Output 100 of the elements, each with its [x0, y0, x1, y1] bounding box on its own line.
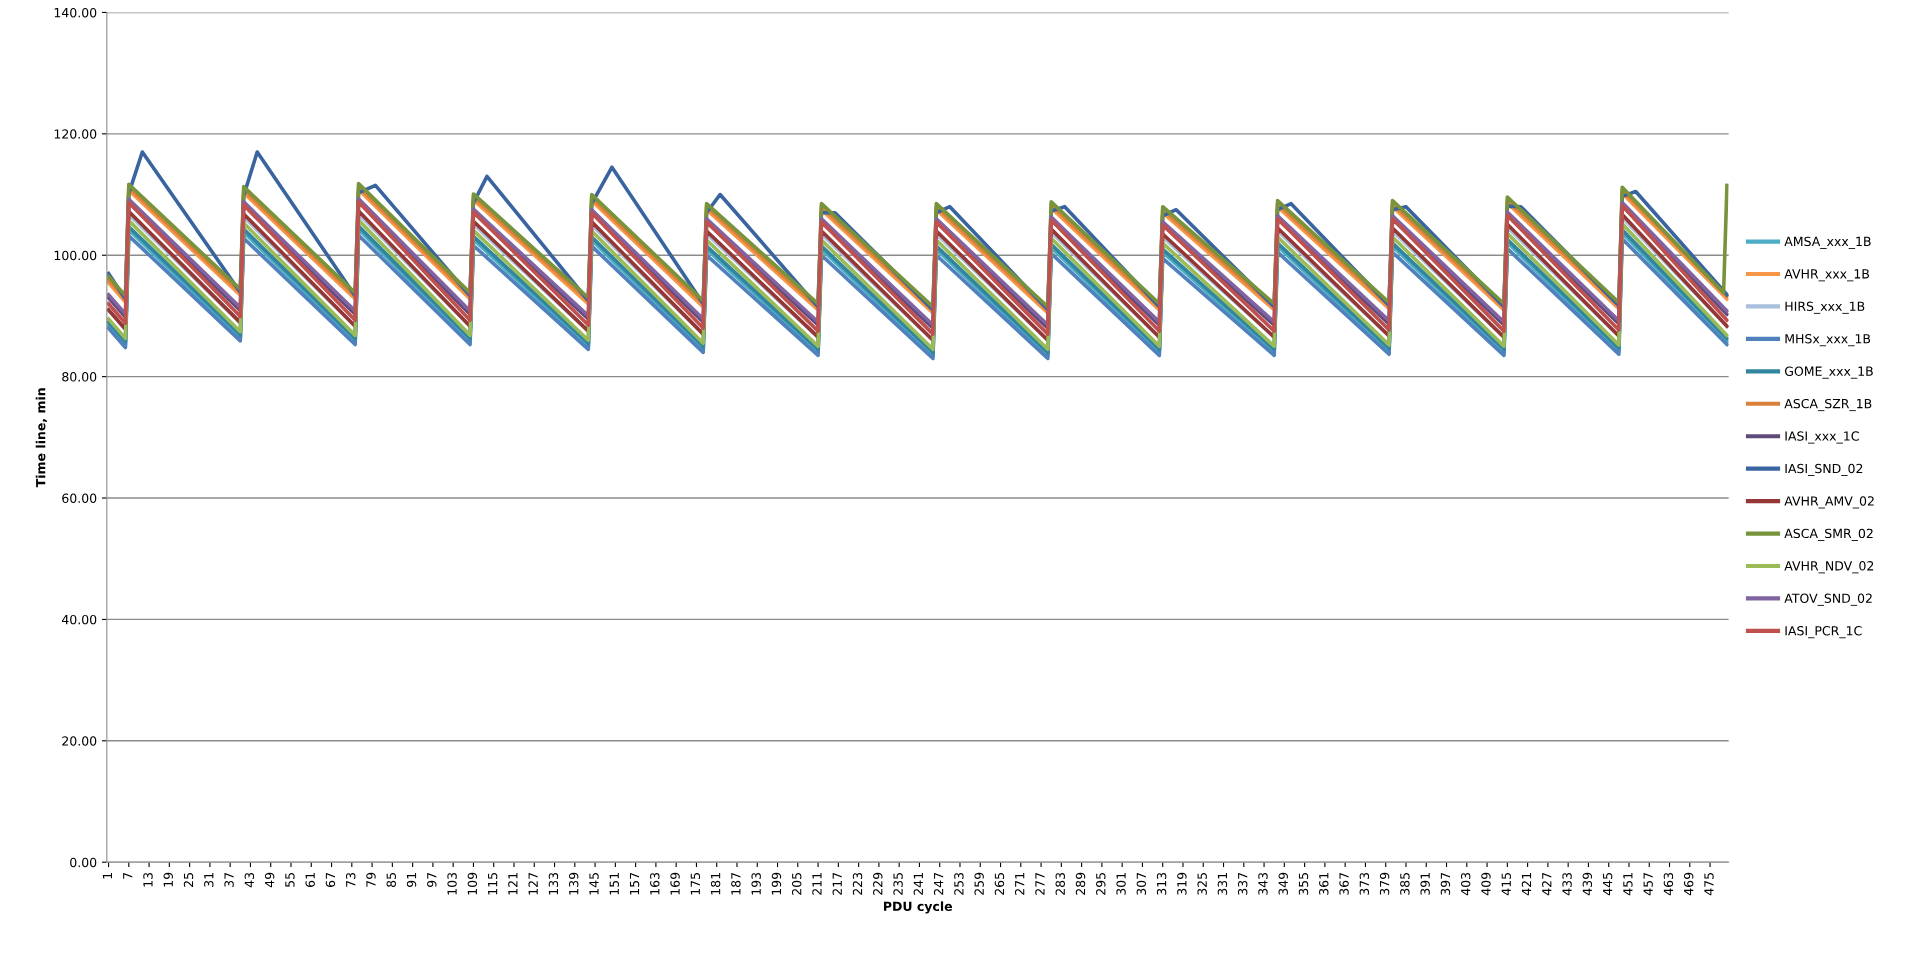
y-tick-label: 100.00 [54, 250, 97, 261]
y-tick-label: 80.00 [62, 372, 97, 382]
legend-label: AVHR_AMV_02 [1784, 496, 1874, 509]
x-tick-label: 313 [1156, 872, 1167, 895]
x-tick-label: 37 [224, 872, 234, 887]
x-tick-label: 463 [1663, 872, 1674, 896]
x-tick-label: 361 [1319, 873, 1329, 895]
x-tick-label: 175 [690, 873, 701, 895]
legend-label: IASI_PCR_1C [1785, 626, 1862, 639]
x-tick-label: 301 [1116, 873, 1126, 895]
x-tick-label: 115 [488, 873, 498, 895]
x-tick-label: 349 [1278, 872, 1288, 895]
x-tick-label: 241 [913, 873, 923, 895]
x-tick-label: 13 [143, 872, 153, 887]
x-tick-label: 61 [305, 873, 315, 887]
x-tick-label: 391 [1420, 873, 1430, 895]
x-tick-label: 109 [467, 872, 478, 895]
x-tick-label: 415 [1501, 873, 1511, 896]
x-tick-label: 43 [244, 872, 255, 888]
x-tick-label: 337 [1237, 872, 1248, 895]
x-tick-label: 193 [751, 872, 761, 895]
x-tick-label: 367 [1339, 872, 1349, 895]
legend-label: HIRS_xxx_1B [1785, 301, 1865, 314]
x-tick-label: 235 [893, 873, 903, 895]
legend-label: GOME_xxx_1B [1784, 366, 1873, 379]
y-axis-title: Time line, min [35, 388, 48, 488]
x-tick-label: 187 [731, 872, 741, 895]
legend-label: AVHR_NDV_02 [1784, 561, 1874, 574]
x-tick-label: 247 [933, 872, 944, 895]
x-tick-label: 127 [528, 872, 538, 895]
y-tick-label: 140.00 [54, 7, 97, 18]
x-tick-label: 283 [1055, 872, 1065, 895]
x-tick-label: 271 [1014, 873, 1025, 895]
x-tick-label: 319 [1177, 872, 1187, 895]
x-tick-label: 7 [123, 872, 133, 879]
x-tick-label: 19 [163, 872, 173, 887]
x-tick-label: 355 [1298, 873, 1309, 895]
x-tick-label: 433 [1562, 872, 1572, 896]
x-tick-label: 253 [954, 872, 964, 895]
x-tick-label: 265 [994, 873, 1005, 895]
x-tick-label: 31 [204, 873, 214, 887]
x-tick-label: 145 [589, 873, 599, 895]
x-tick-label: 73 [345, 872, 356, 887]
y-tick-label: 20.00 [62, 736, 97, 746]
x-tick-label: 373 [1359, 872, 1370, 895]
x-tick-label: 427 [1542, 872, 1552, 896]
x-tick-label: 457 [1643, 872, 1653, 896]
x-axis-title: PDU cycle [884, 901, 953, 914]
legend-label: ASCA_SMR_02 [1784, 528, 1873, 541]
y-tick-label: 0.00 [70, 857, 97, 868]
x-tick-label: 49 [264, 872, 275, 888]
legend-label: ASCA_SZR_1B [1784, 398, 1872, 412]
x-tick-label: 223 [852, 872, 863, 895]
x-tick-label: 67 [325, 872, 336, 887]
x-tick-label: 217 [832, 872, 842, 895]
x-tick-label: 229 [873, 872, 883, 895]
x-tick-label: 133 [548, 872, 559, 895]
legend-label: MHSx_xxx_1B [1785, 333, 1871, 347]
x-tick-label: 181 [710, 873, 721, 895]
y-tick-label: 60.00 [62, 493, 97, 503]
x-tick-label: 199 [771, 872, 782, 895]
x-tick-label: 295 [1096, 873, 1106, 895]
x-tick-label: 25 [183, 873, 194, 887]
x-tick-label: 55 [285, 873, 295, 887]
y-tick-label: 120.00 [54, 129, 97, 139]
x-tick-label: 103 [447, 872, 457, 895]
x-tick-label: 1 [102, 873, 112, 879]
x-tick-label: 277 [1035, 872, 1045, 895]
x-tick-label: 121 [508, 873, 518, 895]
x-tick-label: 157 [629, 872, 640, 895]
x-tick-label: 307 [1136, 872, 1147, 895]
legend-label: AVHR_xxx_1B [1784, 269, 1869, 282]
x-tick-label: 79 [366, 872, 376, 887]
x-tick-label: 211 [812, 873, 822, 895]
x-tick-label: 139 [568, 872, 579, 895]
x-tick-label: 259 [974, 872, 984, 895]
x-tick-label: 409 [1481, 872, 1491, 896]
x-tick-label: 205 [791, 873, 802, 895]
legend-label: IASI_xxx_1C [1785, 431, 1859, 444]
x-tick-label: 325 [1197, 873, 1207, 895]
x-tick-label: 331 [1217, 873, 1228, 895]
x-tick-label: 343 [1258, 872, 1268, 895]
x-tick-label: 445 [1603, 873, 1613, 896]
x-tick-label: 85 [386, 873, 396, 887]
x-tick-label: 91 [406, 873, 417, 888]
x-tick-label: 379 [1379, 872, 1390, 895]
x-tick-label: 289 [1075, 872, 1086, 895]
x-tick-label: 403 [1460, 872, 1471, 896]
x-tick-label: 97 [427, 872, 437, 888]
legend-label: IASI_SND_02 [1785, 463, 1863, 476]
x-tick-label: 469 [1683, 872, 1694, 896]
x-tick-label: 169 [670, 872, 680, 895]
x-tick-label: 163 [650, 872, 660, 895]
legend-label: ATOV_SND_02 [1784, 593, 1872, 606]
x-tick-label: 151 [609, 873, 619, 895]
x-tick-label: 397 [1440, 872, 1451, 895]
x-tick-label: 385 [1400, 873, 1410, 895]
x-tick-label: 451 [1623, 873, 1633, 896]
y-tick-label: 40.00 [61, 614, 97, 625]
x-tick-label: 475 [1704, 873, 1714, 896]
